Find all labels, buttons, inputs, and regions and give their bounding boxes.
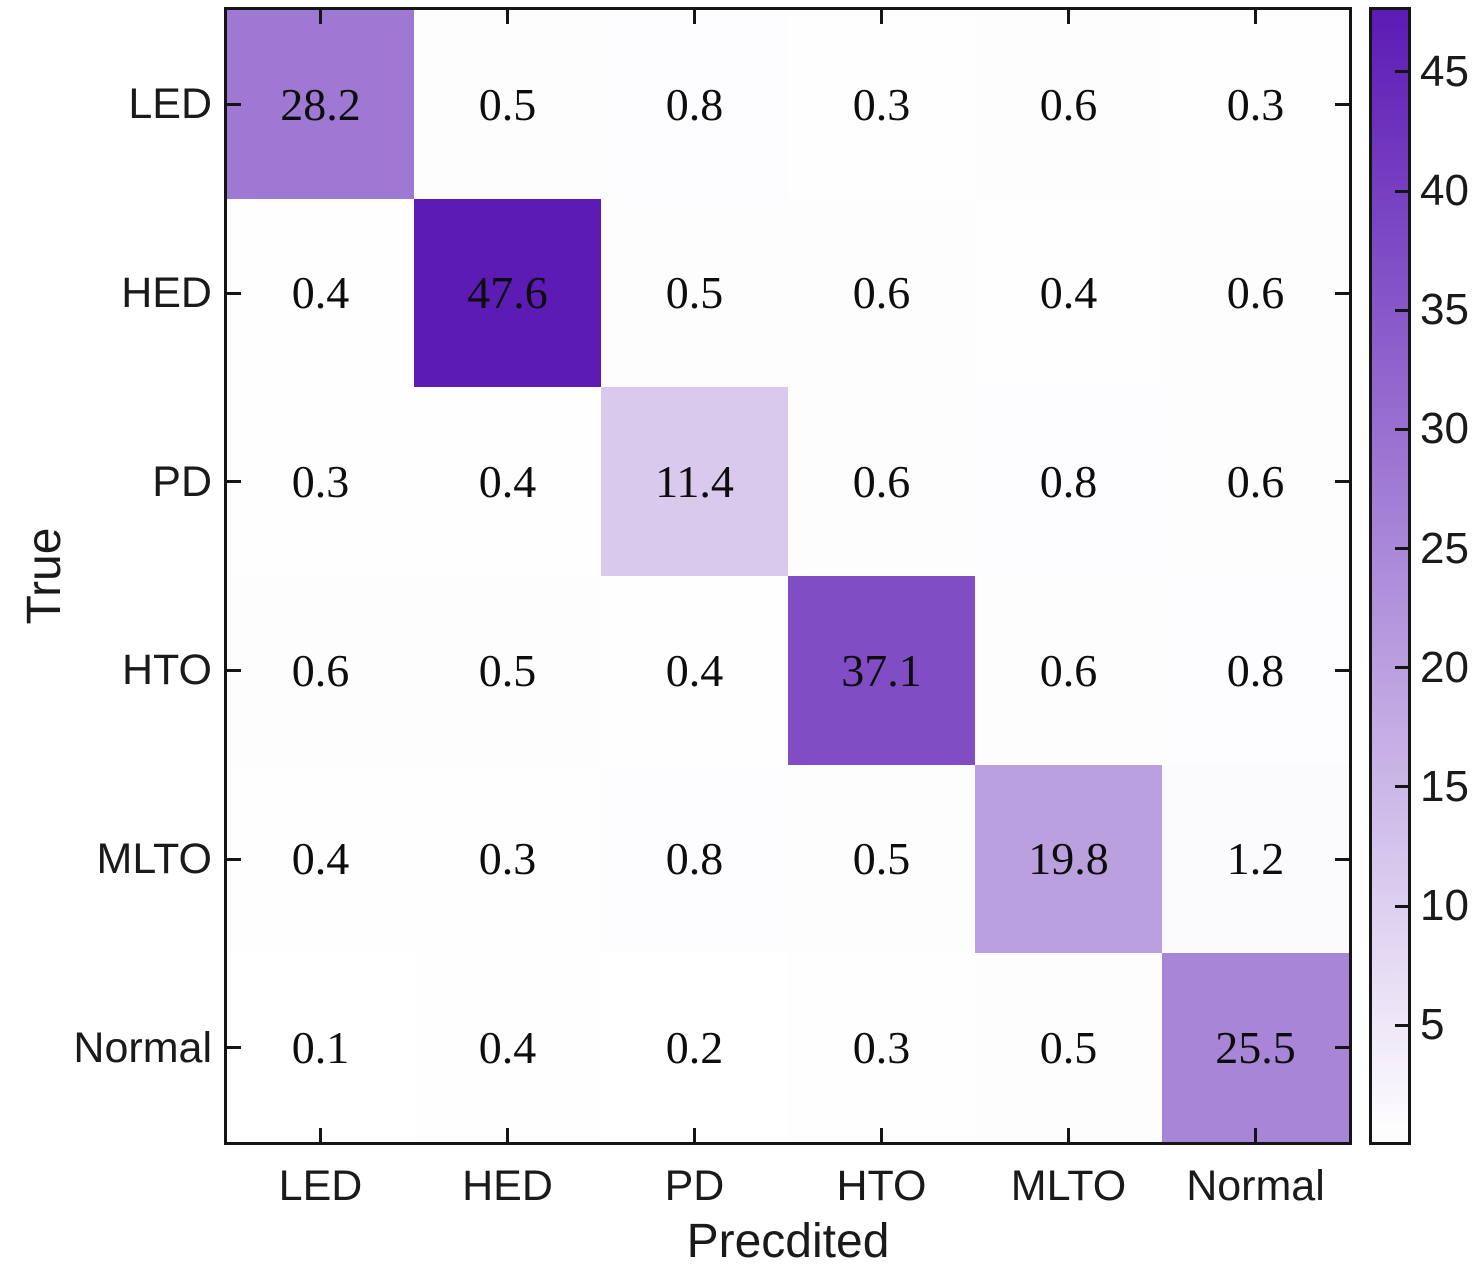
- axis-tick: [227, 102, 241, 106]
- y-axis-label: True: [18, 527, 71, 625]
- heatmap-cell: 47.6: [414, 198, 601, 388]
- axis-tick: [693, 10, 696, 24]
- axis-tick: [1067, 10, 1070, 24]
- heatmap-cell: 0.3: [1162, 10, 1349, 199]
- colorbar: [1369, 7, 1411, 1145]
- heatmap-cell: 0.6: [227, 576, 414, 765]
- heatmap-cell: 0.4: [975, 198, 1162, 388]
- axis-tick: [227, 480, 241, 484]
- heatmap-cell: 0.3: [414, 764, 601, 954]
- axis-tick: [880, 10, 883, 24]
- x-tick-label: LED: [278, 1162, 363, 1210]
- y-tick-label: MLTO: [96, 835, 212, 883]
- axis-tick: [1335, 291, 1349, 295]
- heatmap-cell: 25.5: [1162, 953, 1349, 1142]
- colorbar-tick-label: 45: [1420, 46, 1469, 96]
- heatmap-cell: 1.2: [1162, 764, 1349, 954]
- colorbar-gradient: [1372, 10, 1408, 1142]
- colorbar-tick: [1395, 70, 1408, 74]
- axis-tick: [1254, 10, 1257, 24]
- y-tick-label: HTO: [122, 646, 212, 695]
- heatmap-cell: 0.5: [414, 576, 601, 765]
- heatmap-cell: 0.4: [601, 576, 788, 765]
- heatmap-cell: 0.3: [788, 10, 975, 199]
- colorbar-tick: [1395, 308, 1408, 312]
- colorbar-tick-label: 5: [1420, 1000, 1445, 1050]
- colorbar-tick: [1395, 427, 1408, 431]
- y-tick-label: PD: [152, 457, 212, 506]
- heatmap-cell: 0.6: [1162, 198, 1349, 388]
- heatmap-cell: 0.6: [975, 10, 1162, 199]
- x-axis-label: Precdited: [686, 1215, 890, 1268]
- y-tick-label: LED: [128, 80, 212, 129]
- heatmap-cell: 0.5: [601, 198, 788, 388]
- axis-tick: [1335, 857, 1349, 861]
- axis-tick: [880, 1128, 883, 1142]
- heatmap-cell: 0.4: [414, 387, 601, 576]
- colorbar-tick-label: 25: [1420, 523, 1469, 573]
- colorbar-tick-label: 15: [1420, 761, 1469, 811]
- axis-tick: [1067, 1128, 1070, 1142]
- heatmap-cell: 0.1: [227, 953, 414, 1142]
- colorbar-tick: [1395, 547, 1408, 551]
- heatmap-cell: 0.8: [601, 10, 788, 199]
- colorbar-tick: [1395, 189, 1408, 193]
- axis-tick: [506, 10, 509, 24]
- colorbar-tick-label: 20: [1420, 642, 1469, 692]
- x-tick-label: MLTO: [1010, 1162, 1127, 1210]
- heatmap-cell: 0.6: [1162, 387, 1349, 576]
- heatmap-grid: 28.2 0.5 0.8 0.3 0.6 0.3 0.4 47.6 0.5 0.6 0.4 0.6 0.…: [227, 10, 1349, 1142]
- heatmap-cell: 28.2: [227, 10, 414, 199]
- x-tick-label: HED: [462, 1162, 553, 1210]
- heatmap-cell: 0.4: [414, 953, 601, 1142]
- axis-tick: [319, 10, 322, 24]
- axis-tick: [227, 291, 241, 295]
- heatmap-cell: 0.2: [601, 953, 788, 1142]
- colorbar-tick-label: 35: [1420, 285, 1469, 335]
- heatmap-plot: 28.2 0.5 0.8 0.3 0.6 0.3 0.4 47.6 0.5 0.6 0.4 0.6 0.…: [224, 7, 1352, 1145]
- heatmap-cell: 0.8: [975, 387, 1162, 576]
- colorbar-tick-label: 40: [1420, 166, 1469, 216]
- heatmap-cell: 0.6: [788, 387, 975, 576]
- heatmap-cell: 37.1: [788, 576, 975, 765]
- heatmap-cell: 0.5: [975, 953, 1162, 1142]
- colorbar-tick-label: 30: [1420, 404, 1469, 454]
- x-tick-label: HTO: [836, 1162, 927, 1210]
- heatmap-cell: 0.6: [788, 198, 975, 388]
- axis-tick: [1335, 668, 1349, 672]
- x-tick-label: Normal: [1186, 1162, 1325, 1210]
- heatmap-cell: 0.6: [975, 576, 1162, 765]
- heatmap-cell: 0.5: [788, 764, 975, 954]
- axis-tick: [693, 1128, 696, 1142]
- axis-tick: [1335, 480, 1349, 484]
- axis-tick: [227, 857, 241, 861]
- heatmap-cell: 0.3: [227, 387, 414, 576]
- colorbar-tick: [1395, 904, 1408, 908]
- axis-tick: [227, 1046, 241, 1050]
- y-tick-label: HED: [121, 269, 212, 317]
- axis-tick: [506, 1128, 509, 1142]
- y-tick-label: Normal: [73, 1023, 212, 1072]
- heatmap-cell: 19.8: [975, 764, 1162, 954]
- heatmap-cell: 0.5: [414, 10, 601, 199]
- x-tick-label: PD: [664, 1162, 725, 1210]
- heatmap-cell: 0.3: [788, 953, 975, 1142]
- heatmap-cell: 0.8: [1162, 576, 1349, 765]
- colorbar-tick: [1395, 785, 1408, 789]
- colorbar-tick: [1395, 1023, 1408, 1027]
- heatmap-cell: 0.8: [601, 764, 788, 954]
- colorbar-tick-label: 10: [1420, 881, 1469, 931]
- heatmap-cell: 0.4: [227, 764, 414, 954]
- axis-tick: [1254, 1128, 1257, 1142]
- axis-tick: [319, 1128, 322, 1142]
- axis-tick: [1335, 1046, 1349, 1050]
- axis-tick: [227, 668, 241, 672]
- axis-tick: [1335, 102, 1349, 106]
- colorbar-tick: [1395, 666, 1408, 670]
- heatmap-cell: 0.4: [227, 198, 414, 388]
- heatmap-cell: 11.4: [601, 387, 788, 576]
